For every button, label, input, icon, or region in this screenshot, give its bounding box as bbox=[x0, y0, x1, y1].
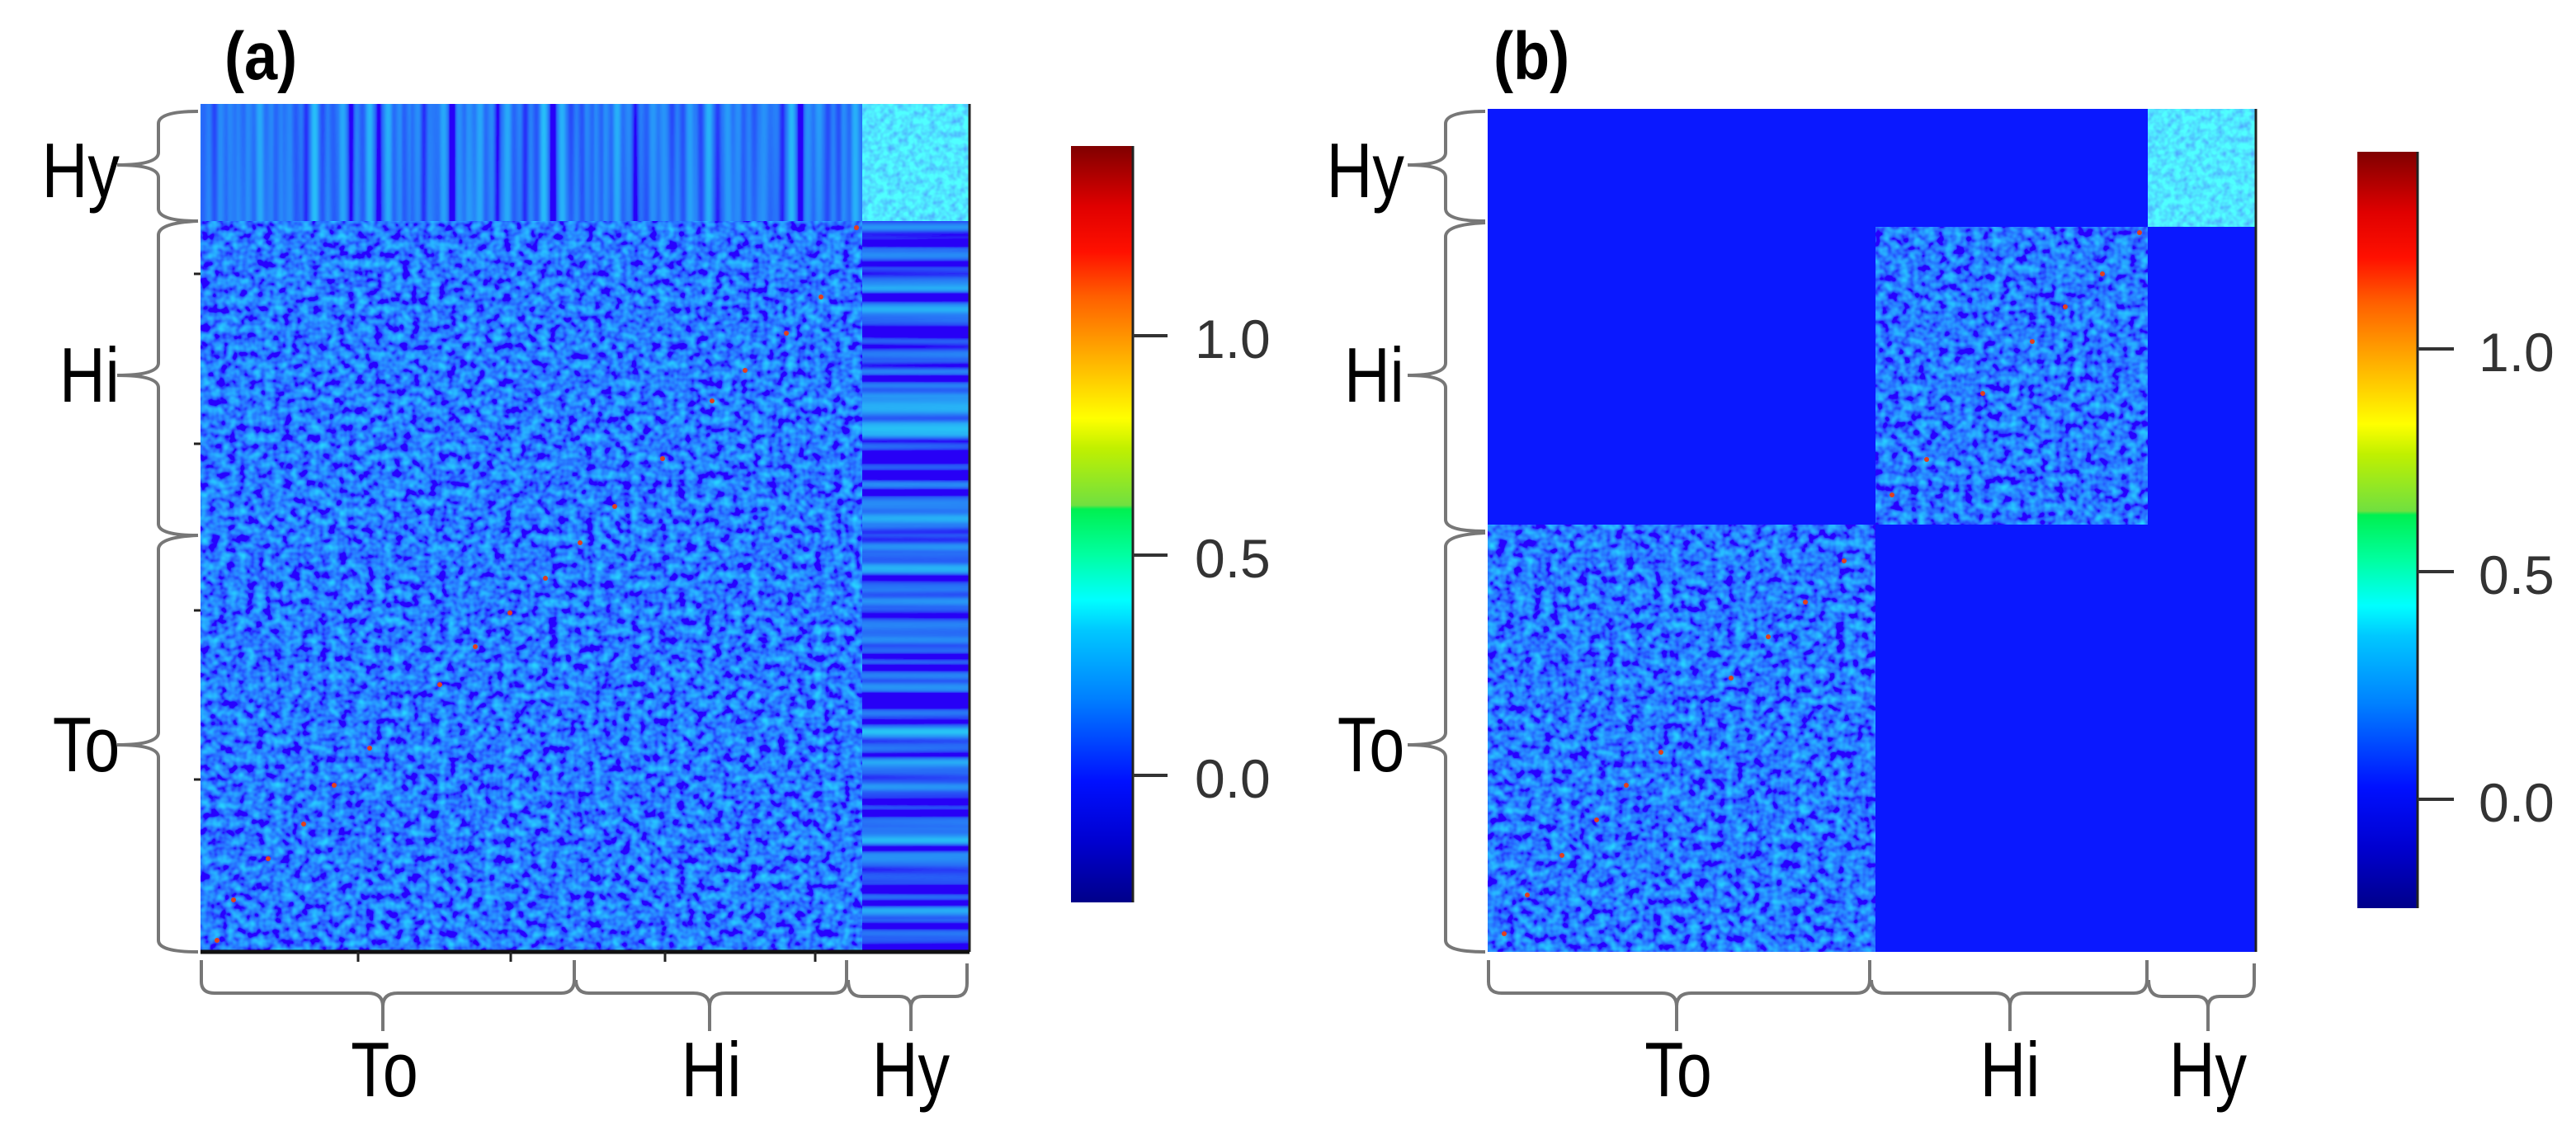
colorbar-b bbox=[2357, 152, 2419, 908]
col-label-hi-b: Hi bbox=[1979, 1026, 2041, 1113]
colorbar-a bbox=[1071, 146, 1135, 902]
heatmap-a bbox=[194, 104, 971, 962]
diagonal-marks bbox=[1502, 230, 2142, 936]
panel-a-label: (a) bbox=[224, 19, 298, 94]
row-label-hy-a: Hy bbox=[41, 127, 120, 214]
col-label-hy-b: Hy bbox=[2168, 1026, 2248, 1113]
row-braces-b bbox=[1407, 110, 1486, 954]
colorbar-b-label-05: 0.5 bbox=[2479, 544, 2555, 605]
col-braces-b bbox=[1487, 960, 2256, 1031]
row-braces-a bbox=[116, 110, 199, 954]
diagonal-marks bbox=[215, 225, 859, 943]
col-label-to-b: To bbox=[1644, 1026, 1712, 1113]
colorbar-b-tick-1 bbox=[2418, 347, 2454, 351]
colorbar-a-tick-0 bbox=[1133, 774, 1168, 777]
colorbar-a-label-05: 0.5 bbox=[1195, 528, 1271, 589]
col-label-hy-a: Hy bbox=[871, 1026, 951, 1113]
colorbar-a-tick-1 bbox=[1133, 334, 1168, 337]
colorbar-a-label-0: 0.0 bbox=[1195, 748, 1271, 809]
colorbar-a-tick-05 bbox=[1133, 553, 1168, 557]
colorbar-b-tick-0 bbox=[2418, 798, 2454, 801]
row-label-hy-b: Hy bbox=[1326, 127, 1404, 214]
row-label-hi-a: Hi bbox=[59, 332, 120, 418]
col-label-to-a: To bbox=[351, 1026, 418, 1113]
colorbar-a-label-1: 1.0 bbox=[1195, 308, 1271, 370]
col-label-hi-a: Hi bbox=[681, 1026, 742, 1113]
row-label-to-a: To bbox=[52, 701, 120, 788]
colorbar-b-tick-05 bbox=[2418, 570, 2454, 573]
colorbar-b-label-0: 0.0 bbox=[2479, 772, 2555, 833]
row-label-hi-b: Hi bbox=[1344, 332, 1404, 418]
colorbar-b-label-1: 1.0 bbox=[2479, 322, 2555, 383]
col-braces-a bbox=[200, 960, 969, 1031]
row-label-to-b: To bbox=[1337, 701, 1404, 788]
heatmap-b bbox=[1488, 109, 2258, 952]
panel-b-label: (b) bbox=[1493, 19, 1570, 94]
